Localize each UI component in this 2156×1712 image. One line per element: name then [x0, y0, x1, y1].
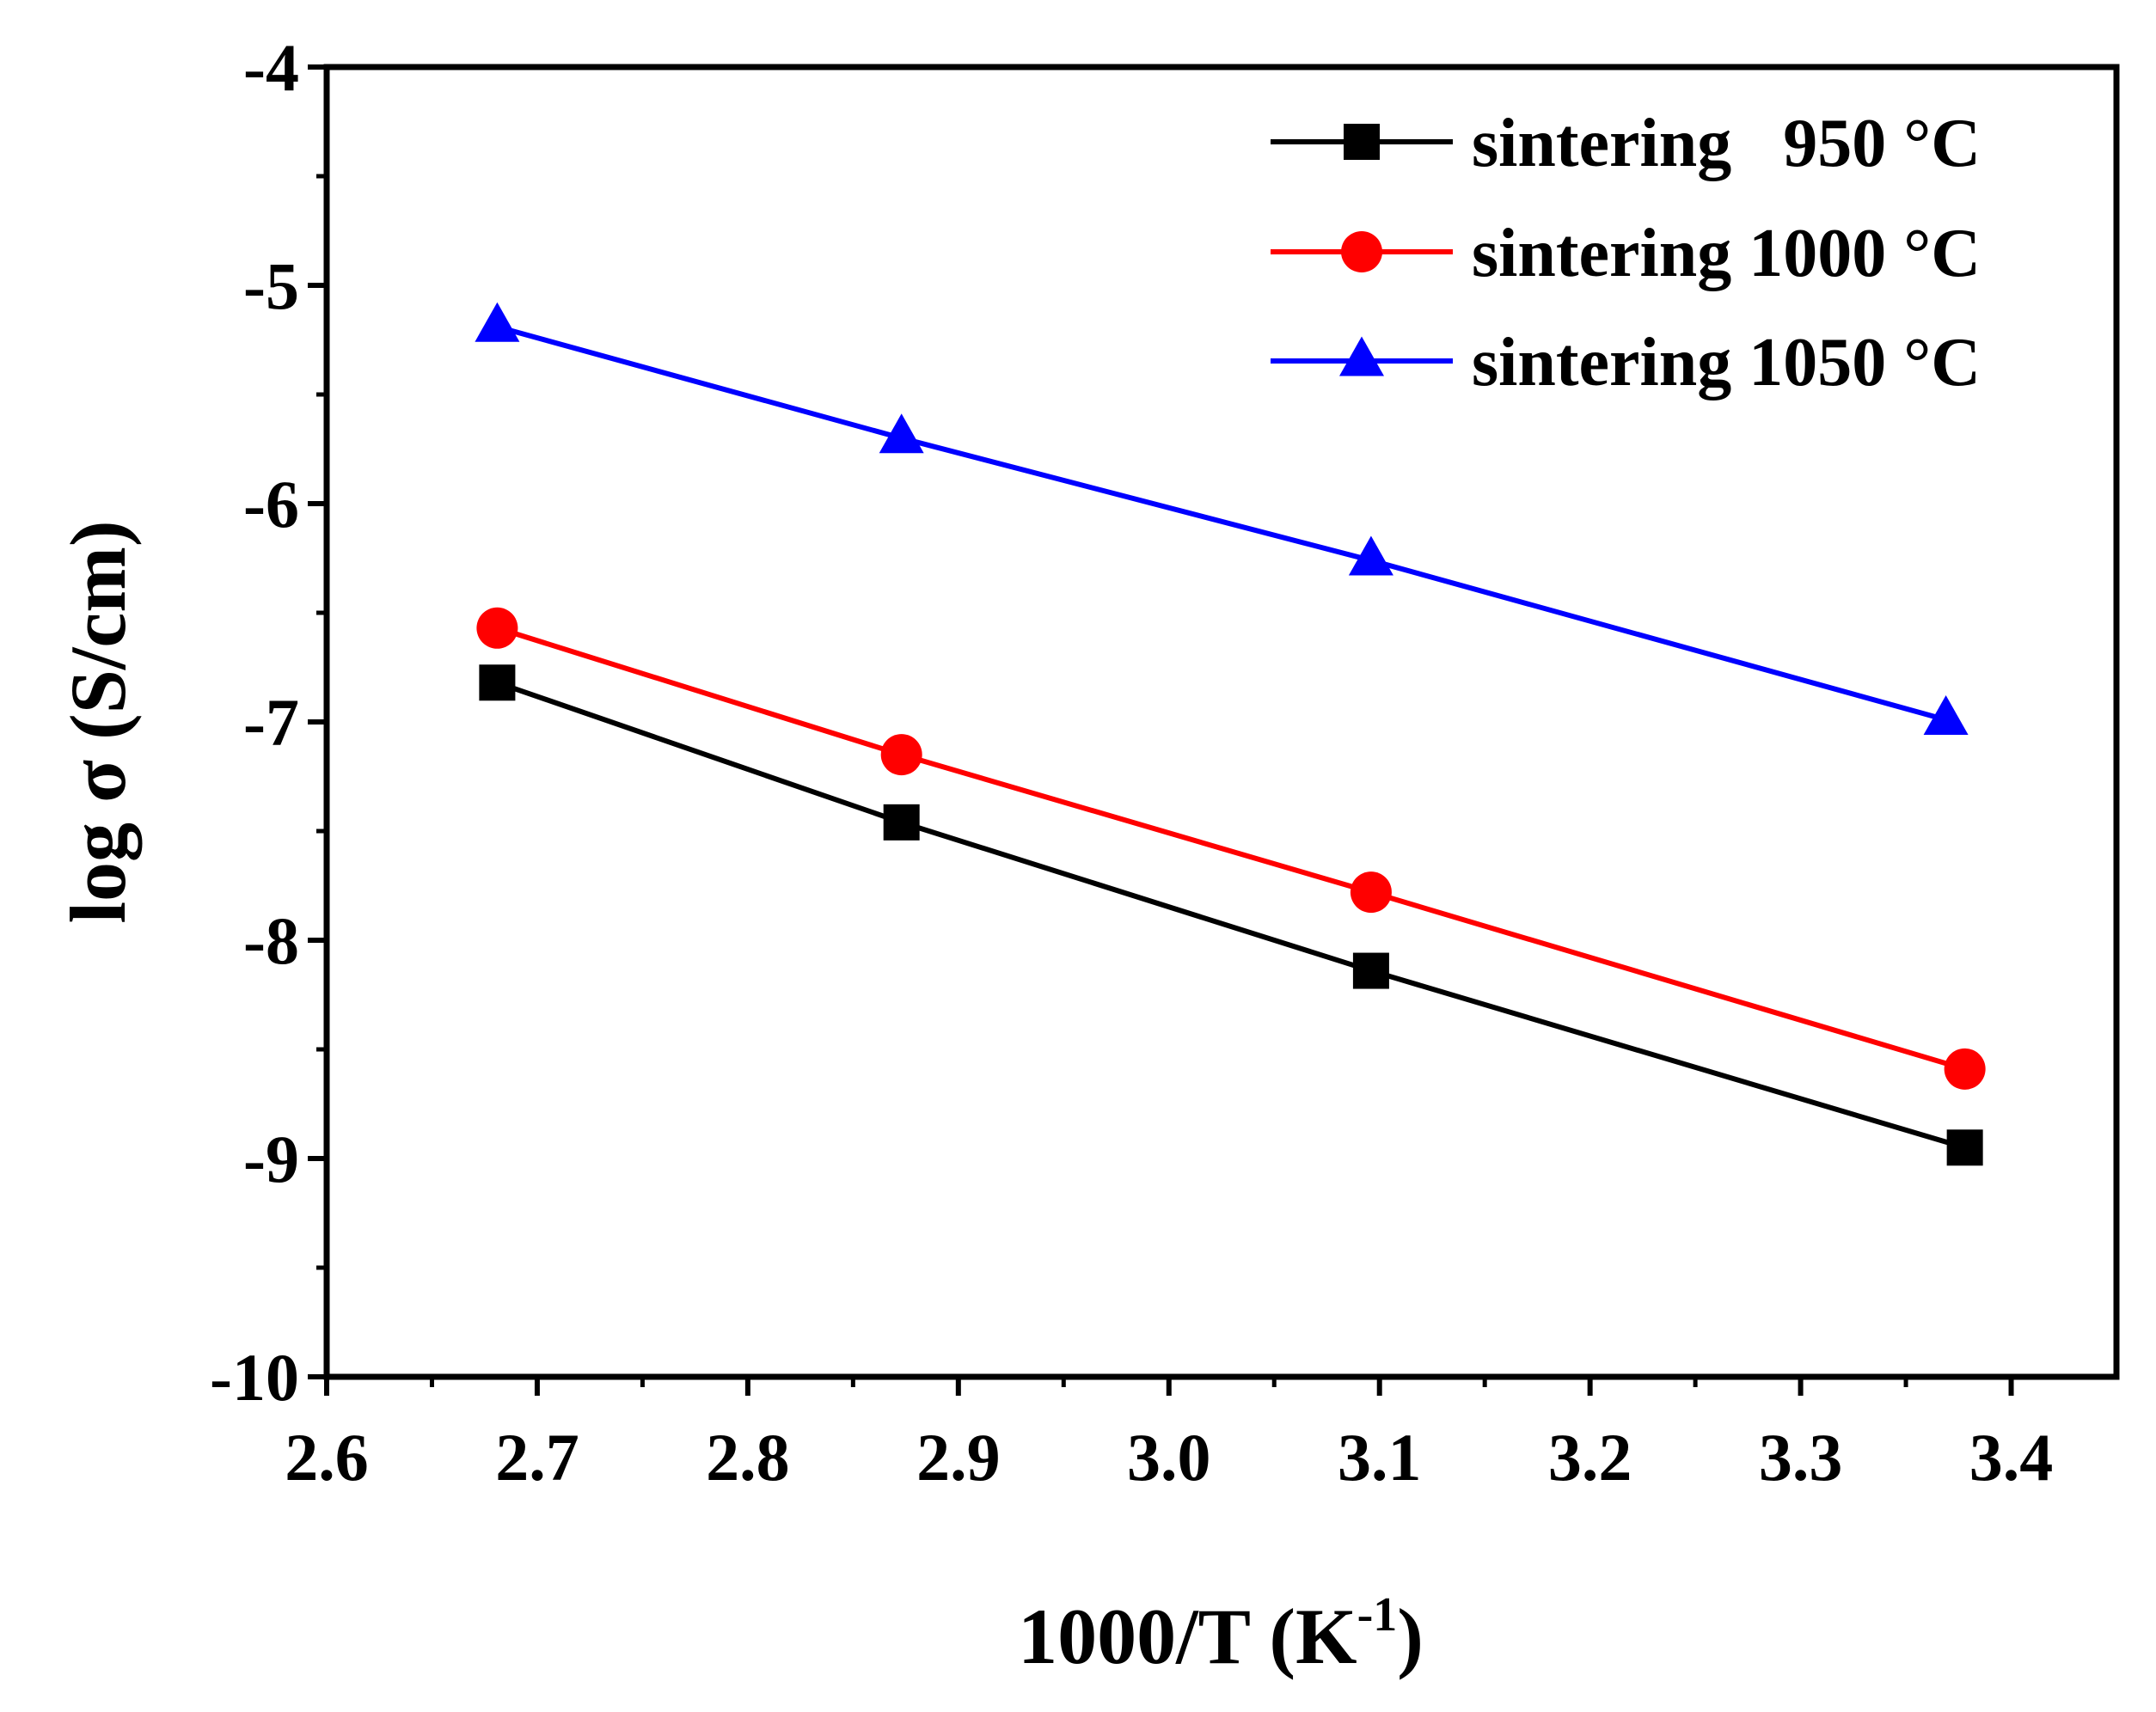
legend-marker-1: [1344, 124, 1380, 160]
legend-label-1: sintering 950 °C: [1472, 106, 1981, 181]
y-tick-label: -6: [243, 467, 299, 541]
x-tick-label: 2.8: [706, 1420, 790, 1495]
data-point-series-2: [880, 734, 922, 776]
x-tick-label: 2.9: [916, 1420, 1001, 1495]
data-point-series-3: [1923, 694, 1969, 735]
y-tick-label: -9: [243, 1122, 299, 1196]
x-axis-title: 1000/T (K-1): [1018, 1588, 1424, 1680]
data-point-series-3: [879, 413, 924, 454]
data-point-series-1: [883, 804, 920, 841]
y-tick-label: -5: [243, 248, 299, 323]
x-tick-label: 3.3: [1759, 1420, 1843, 1495]
x-tick-label: 2.6: [285, 1420, 369, 1495]
data-point-series-2: [1350, 871, 1392, 914]
legend-marker-3: [1339, 336, 1384, 376]
data-point-series-3: [475, 302, 520, 342]
y-axis-title: log σ (S/cm): [54, 520, 142, 923]
series-line-1: [496, 680, 1966, 1151]
data-point-series-2: [476, 607, 518, 649]
legend-marker-2: [1341, 231, 1382, 272]
data-point-series-1: [1352, 952, 1389, 989]
x-tick-label: 3.2: [1548, 1420, 1632, 1495]
x-tick-label: 3.1: [1338, 1420, 1422, 1495]
x-tick-label: 3.4: [1969, 1420, 2054, 1495]
x-axis: 2.6 2.7 2.8 2.9 3.0 3.1 3.2 3.3 3.4: [285, 1377, 2053, 1495]
x-axis-title-main: 1000/T (K: [1018, 1593, 1357, 1680]
x-tick-label: 2.7: [495, 1420, 579, 1495]
legend: sintering 950 °C sintering 1000 °C sinteri…: [1271, 106, 1981, 400]
series-layer: [475, 302, 1986, 1166]
y-tick-label: -10: [210, 1340, 299, 1415]
legend-label-3: sintering 1050 °C: [1472, 325, 1981, 400]
legend-label-2: sintering 1000 °C: [1472, 216, 1981, 291]
data-point-series-2: [1944, 1048, 1986, 1090]
data-point-series-3: [1348, 535, 1393, 576]
data-point-series-1: [1946, 1129, 1983, 1166]
y-axis: -4 -5 -6 -7 -8 -9 -10: [210, 30, 327, 1415]
data-point-series-1: [479, 664, 516, 701]
y-tick-label: -4: [243, 30, 299, 105]
x-axis-title-close: ): [1397, 1593, 1424, 1680]
series-line-2: [496, 625, 1966, 1072]
y-tick-label: -7: [243, 685, 299, 760]
y-tick-label: -8: [243, 903, 299, 978]
x-axis-title-superscript: -1: [1357, 1588, 1398, 1642]
series-line-3: [496, 324, 1947, 723]
x-tick-label: 3.0: [1127, 1420, 1211, 1495]
